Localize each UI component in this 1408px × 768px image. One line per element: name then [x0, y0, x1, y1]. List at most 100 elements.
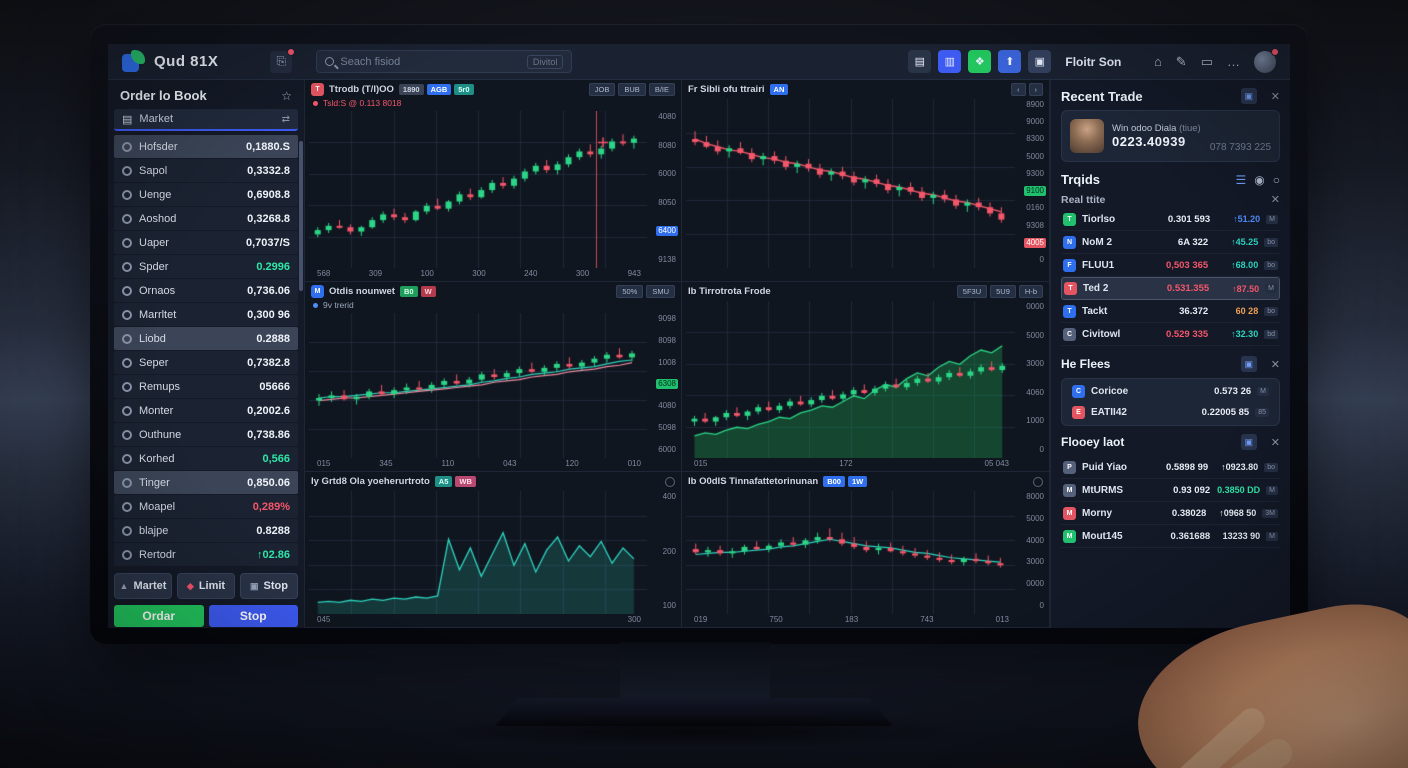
settings-circle-icon[interactable] [665, 476, 675, 487]
action-button[interactable]: ▥ [938, 50, 962, 73]
candlestick-chart[interactable] [686, 99, 1015, 268]
pager-button[interactable]: › [1028, 83, 1043, 96]
close-icon[interactable]: ✕ [1270, 194, 1280, 206]
close-icon[interactable]: ✕ [1270, 90, 1280, 103]
candlestick-chart[interactable] [309, 111, 647, 268]
app-logo[interactable]: Qud 81X [122, 49, 218, 74]
range-button[interactable]: SMU [646, 285, 675, 298]
recent-trade-title: Recent Trade [1061, 88, 1143, 104]
trend-row[interactable]: N NoM 2 6A 322 ↑45.25 bo [1061, 231, 1280, 254]
expand-icon[interactable]: ▣ [1240, 356, 1257, 372]
trend-row[interactable]: F FLUU1 0,503 365 ↑68.00 bo [1061, 254, 1280, 277]
flow-row[interactable]: E EATII42 0.22005 85 85 [1070, 402, 1271, 423]
range-button[interactable]: 50% [616, 285, 644, 298]
market-list-item[interactable]: Uaper 0,7037/S [114, 231, 298, 254]
market-tab[interactable]: ▤ Market ⇄ [114, 109, 298, 131]
market-list-item[interactable]: Marrltet 0,300 96 [114, 303, 298, 326]
action-button[interactable]: ❖ [968, 50, 992, 73]
market-list-item[interactable]: Moapel 0,289% [114, 495, 298, 518]
timeframe-button[interactable]: BUB [618, 83, 646, 96]
more-options-icon[interactable]: … [1227, 54, 1240, 69]
trader-avatar [1070, 119, 1104, 153]
market-list-item[interactable]: Spder 0.2996 [114, 255, 298, 278]
trend-row[interactable]: T Tiorlso 0.301 593 ↑51.20 M [1061, 208, 1280, 231]
range-button[interactable]: 5F3U [956, 285, 988, 298]
asset-value: 36.372 [1179, 305, 1209, 317]
market-list-item[interactable]: Aoshod 0,3268.8 [114, 207, 298, 230]
order-type-button[interactable]: ▲ Martet [114, 573, 172, 599]
trend-row[interactable]: T Ted 2 0.531.355 ↑87.50 M [1061, 277, 1280, 300]
market-list-item[interactable]: Tinger 0,850.06 [114, 471, 298, 494]
action-button[interactable]: ▤ [908, 50, 932, 73]
notifications-icon[interactable]: ⎘ [270, 47, 296, 73]
timeframe-button[interactable]: JOB [588, 83, 616, 96]
coin-icon [122, 525, 132, 536]
market-list-item[interactable]: blajpe 0.8288 [114, 519, 298, 542]
market-item-value: 0,6908.8 [247, 188, 290, 201]
market-list-item[interactable]: Korhed 0,566 [114, 447, 298, 470]
market-list-item[interactable]: Outhune 0,738.86 [114, 423, 298, 446]
asset-value: 0.93 092 [1173, 484, 1211, 496]
expand-icon[interactable]: ▣ [1240, 88, 1257, 104]
coin-icon [122, 237, 132, 248]
screenshot-icon[interactable]: ⌂ [1153, 54, 1162, 69]
sidebar-scrollbar[interactable] [299, 141, 303, 291]
search-bar[interactable]: Divitol [316, 50, 573, 73]
order-type-button[interactable]: ▣ Stop [240, 573, 298, 599]
pager-button[interactable]: ‹ [1011, 83, 1026, 96]
market-item-value: 0,300 96 [247, 308, 290, 321]
floey-row[interactable]: M Mout145 0.361688 13233 90 M [1061, 525, 1280, 548]
close-icon[interactable]: ✕ [1270, 358, 1280, 371]
floey-row[interactable]: P Puid Yiao 0.5898 99 ↑0923.80 bo [1061, 456, 1280, 479]
price-tick: 5098 [658, 423, 676, 433]
order-type-button[interactable]: ◆ Limit [177, 573, 235, 599]
swap-icon[interactable]: ⇄ [281, 113, 290, 125]
last-trade-info: Tsld:S @ 0.113 8018 [323, 98, 402, 108]
market-item-value: 0.2888 [256, 332, 290, 345]
market-item-value: 0,736.06 [247, 284, 290, 297]
market-list-item[interactable]: Rertodr ↑02.86 [114, 543, 298, 566]
close-icon[interactable]: ✕ [1270, 436, 1280, 449]
market-list-item[interactable]: Ornaos 0,736.06 [114, 279, 298, 302]
asset-icon: M [1063, 529, 1076, 543]
trend-row[interactable]: C Civitowl 0.529 335 ↑32.30 bd [1061, 323, 1280, 346]
compose-icon[interactable]: ✎ [1175, 53, 1187, 69]
range-button[interactable]: 5U9 [990, 285, 1016, 298]
favorite-star-icon[interactable]: ☆ [281, 88, 292, 103]
market-list-item[interactable]: Seper 0,7382.8 [114, 351, 298, 374]
candlestick-chart[interactable] [686, 491, 1015, 614]
action-button[interactable]: ▣ [1028, 50, 1052, 73]
globe-icon[interactable]: ◉ [1254, 172, 1265, 187]
expand-icon[interactable]: ▣ [1240, 434, 1257, 450]
line-chart[interactable] [309, 491, 647, 614]
user-avatar[interactable] [1254, 47, 1279, 73]
coin-icon [122, 165, 132, 176]
list-view-icon[interactable]: ☰ [1235, 172, 1247, 187]
refresh-icon[interactable]: ○ [1272, 172, 1280, 187]
candlestick-chart[interactable] [309, 313, 647, 458]
market-list-item[interactable]: Liobd 0.2888 [114, 327, 298, 350]
trend-row[interactable]: T Tackt 36.372 60 28 bo [1061, 300, 1280, 323]
market-item-value: ↑02.86 [256, 548, 290, 561]
action-button[interactable]: ⬆ [998, 50, 1022, 73]
market-list-item[interactable]: Sapol 0,3332.8 [114, 159, 298, 182]
market-list-item[interactable]: Uenge 0,6908.8 [114, 183, 298, 206]
order-button[interactable]: Ordar [114, 605, 204, 627]
market-list-item[interactable]: Monter 0,2002.6 [114, 399, 298, 422]
settings-circle-icon[interactable] [1033, 476, 1043, 487]
price-tick: 3000 [1026, 557, 1044, 567]
flow-row[interactable]: C Coricoe 0.573 26 M [1070, 381, 1271, 402]
floey-row[interactable]: M Morny 0.38028 ↑0968 50 3M [1061, 502, 1280, 525]
stop-button[interactable]: Stop [208, 605, 298, 627]
range-button[interactable]: H-b [1018, 285, 1043, 298]
area-candle-chart[interactable] [686, 301, 1015, 458]
asset-change: ↑87.50 [1232, 283, 1260, 294]
chart-symbol-icon: T [311, 83, 324, 96]
market-list-item[interactable]: Remups 05666 [114, 375, 298, 398]
recent-trade-card[interactable]: Win odoo Diala (tiue) 0223.40939 078 739… [1061, 110, 1280, 162]
floey-row[interactable]: M MtURMS 0.93 092 0.3850 DD M [1061, 479, 1280, 502]
display-icon[interactable]: ▭ [1200, 53, 1213, 69]
timeframe-button[interactable]: B/IE [648, 83, 675, 96]
market-list-item[interactable]: Hofsder 0,1880.S [114, 135, 298, 158]
search-input[interactable] [340, 55, 521, 68]
